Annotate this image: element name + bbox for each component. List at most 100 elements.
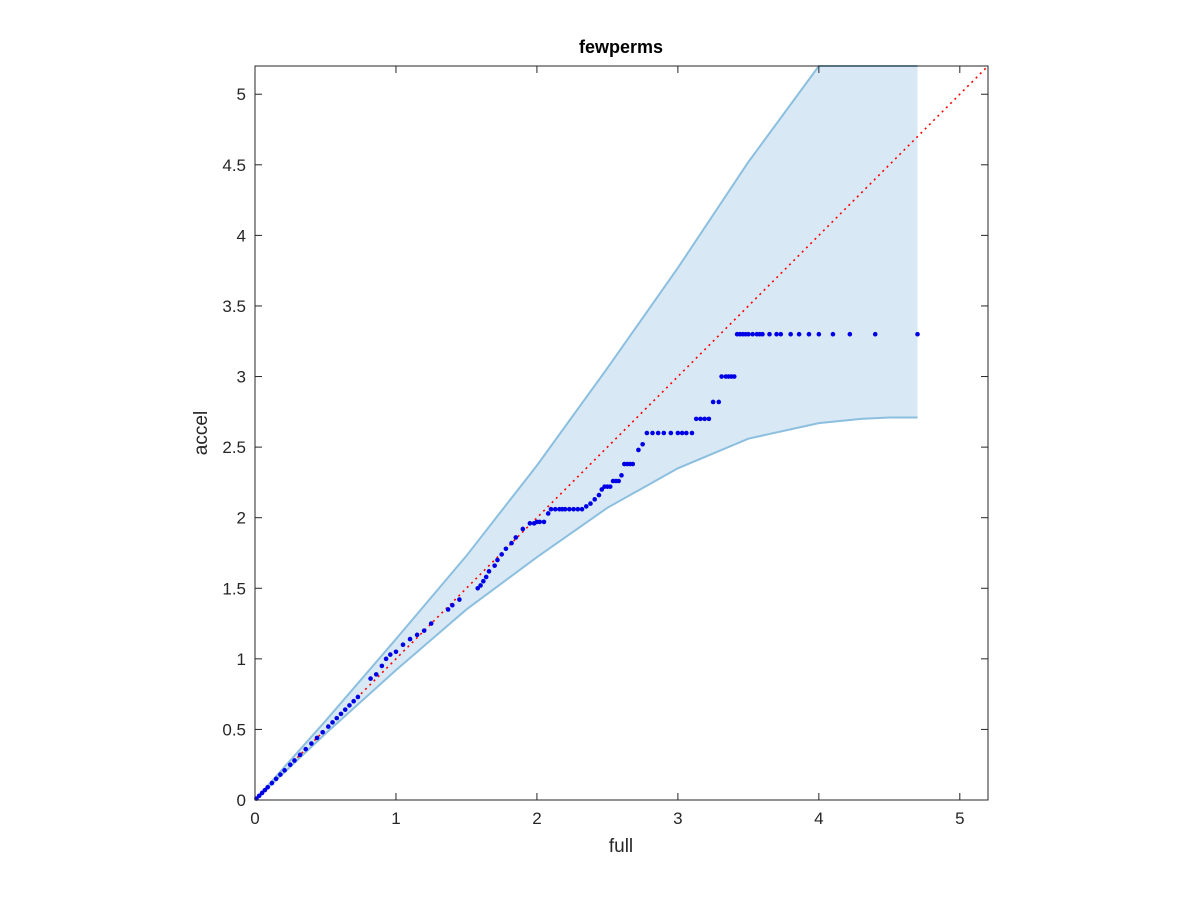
data-point (297, 752, 303, 758)
data-point (265, 784, 270, 790)
x-tick-label: 2 (532, 809, 541, 828)
data-point (513, 535, 519, 540)
data-point (450, 602, 455, 608)
data-point (636, 447, 641, 453)
data-point (259, 790, 265, 796)
data-point (273, 776, 279, 782)
data-point (320, 729, 325, 735)
data-point (379, 663, 385, 669)
confidence-band-lower (254, 416, 918, 801)
data-point (679, 430, 685, 436)
x-tick-label: 1 (391, 809, 400, 828)
data-point (407, 636, 413, 642)
data-point (706, 416, 712, 422)
data-point (537, 519, 543, 525)
y-tick-label: 0 (237, 791, 246, 810)
data-point (347, 703, 352, 708)
data-point (351, 698, 356, 704)
y-tick-label: 2.5 (222, 438, 246, 457)
data-point (816, 331, 822, 337)
y-tick-label: 3 (237, 368, 246, 387)
data-point (330, 720, 335, 725)
data-point (571, 506, 576, 512)
data-point (334, 715, 340, 721)
reference-line (254, 65, 989, 801)
y-axis-label: accel (191, 411, 212, 455)
data-point (830, 331, 836, 337)
data-point (256, 793, 262, 799)
data-point (548, 506, 554, 512)
data-point (716, 399, 722, 405)
data-point (774, 331, 779, 337)
data-point (684, 430, 689, 436)
data-point (788, 331, 793, 337)
data-point (872, 331, 878, 337)
y-tick-label: 4 (237, 226, 246, 245)
data-point (478, 583, 483, 588)
data-point (731, 374, 737, 379)
data-point (719, 374, 724, 379)
data-point (292, 758, 297, 763)
data-point (520, 526, 526, 532)
data-point (668, 430, 674, 436)
data-point (847, 331, 853, 337)
data-point (750, 331, 755, 337)
data-point (545, 511, 551, 516)
data-point (806, 331, 812, 337)
data-point (282, 768, 287, 773)
data-point (579, 506, 585, 512)
data-point (698, 416, 703, 422)
data-point (269, 780, 275, 786)
data-point (342, 707, 348, 712)
data-point (552, 506, 558, 512)
data-point (278, 772, 283, 777)
data-point (527, 521, 533, 526)
data-point (778, 331, 784, 337)
data-point (644, 430, 650, 436)
x-tick-label: 3 (673, 809, 682, 828)
data-point (640, 441, 645, 447)
y-tick-label: 1.5 (222, 579, 246, 598)
x-tick-label: 0 (250, 809, 259, 828)
y-tick-label: 5 (237, 85, 246, 104)
data-point (314, 735, 320, 741)
data-point (588, 501, 593, 506)
data-point (495, 557, 500, 563)
chart-title: fewperms (579, 37, 663, 57)
data-point (499, 552, 504, 557)
data-point (383, 656, 389, 662)
data-point (689, 430, 695, 436)
data-point (619, 473, 624, 478)
data-point (492, 563, 497, 568)
data-point (650, 430, 655, 436)
data-point (675, 430, 681, 436)
y-tick-label: 2 (237, 509, 246, 528)
ticks-layer: 0 1 2 3 4 5 0 0.5 1 1.5 2 2.5 3 3.5 4 4.5 5 (222, 66, 988, 828)
data-point (767, 331, 772, 337)
data-point (309, 741, 314, 746)
data-point (393, 649, 399, 655)
y-tick-label: 0.5 (222, 720, 246, 739)
data-point (607, 484, 613, 489)
data-point (388, 652, 393, 657)
data-point (567, 506, 572, 512)
y-tick-label: 1 (237, 650, 246, 669)
data-point (368, 676, 373, 681)
data-point (710, 399, 716, 405)
data-point (796, 331, 802, 337)
data-point (562, 506, 568, 512)
data-point (483, 574, 489, 580)
y-tick-label: 4.5 (222, 156, 246, 175)
data-point (583, 504, 589, 509)
data-point (630, 461, 636, 467)
data-point (414, 632, 420, 638)
data-point (655, 430, 661, 436)
data-point (599, 487, 605, 492)
data-point (702, 416, 707, 422)
data-point (355, 694, 361, 700)
axes-box (254, 65, 989, 801)
data-point (746, 331, 751, 337)
x-axis-label: full (609, 836, 633, 857)
data-point (575, 506, 581, 512)
